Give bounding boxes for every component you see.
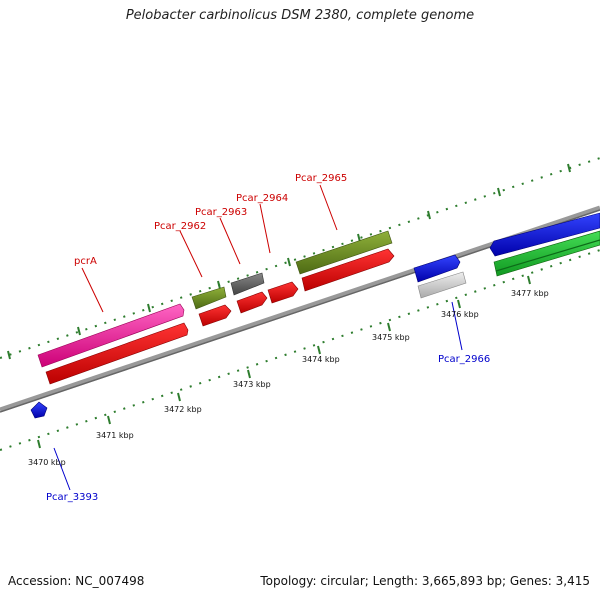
tick-label-3477: 3477 kbp: [511, 289, 549, 298]
cds-pcrA[interactable]: [45, 322, 189, 385]
map-title: Pelobacter carbinolicus DSM 2380, comple…: [125, 8, 475, 23]
label-pcar-3393[interactable]: Pcar_3393: [46, 492, 98, 503]
gene-right-green-stripe: [495, 239, 600, 272]
upper-major-ticks: [7, 163, 571, 360]
red-leader-lines: [81, 184, 338, 313]
lower-dotted-track: [0, 249, 600, 451]
cds-pcar-2963[interactable]: [236, 291, 268, 314]
label-pcar-2964[interactable]: Pcar_2964: [236, 193, 288, 204]
label-pcar-2963[interactable]: Pcar_2963: [195, 207, 247, 218]
tick-label-3473: 3473 kbp: [233, 380, 271, 389]
gene-pcar-2963[interactable]: [230, 272, 265, 296]
label-pcar-2965[interactable]: Pcar_2965: [295, 173, 347, 184]
lower-major-ticks: [37, 275, 531, 449]
cds-pcar-2964[interactable]: [267, 281, 299, 304]
gene-pcar-2966-rna[interactable]: [417, 271, 467, 299]
gene-pcar-2962[interactable]: [191, 286, 227, 310]
label-pcar-2962[interactable]: Pcar_2962: [154, 221, 206, 232]
tick-label-3475: 3475 kbp: [372, 333, 410, 342]
tick-label-3472: 3472 kbp: [164, 405, 202, 414]
label-pcar-2966[interactable]: Pcar_2966: [438, 354, 490, 365]
gene-right-blue[interactable]: [489, 212, 600, 257]
tick-label-3470: 3470 kbp: [28, 458, 66, 467]
gene-pcrA[interactable]: [37, 303, 185, 368]
genome-summary-text: Topology: circular; Length: 3,665,893 bp…: [260, 574, 590, 588]
accession-text: Accession: NC_007498: [8, 574, 145, 588]
cds-pcar-2962[interactable]: [198, 304, 232, 327]
gene-pcar-2965[interactable]: [295, 230, 393, 275]
tick-label-3474: 3474 kbp: [302, 355, 340, 364]
tick-label-3471: 3471 kbp: [96, 431, 134, 440]
blue-leader-lines: [53, 301, 463, 491]
gene-pcar-2966[interactable]: [413, 254, 461, 283]
label-pcrA[interactable]: pcrA: [74, 256, 97, 267]
gene-pcar-3393[interactable]: [30, 401, 48, 419]
tick-label-3476: 3476 kbp: [441, 310, 479, 319]
gene-right-green[interactable]: [493, 230, 600, 277]
cds-pcar-2965[interactable]: [301, 248, 395, 292]
